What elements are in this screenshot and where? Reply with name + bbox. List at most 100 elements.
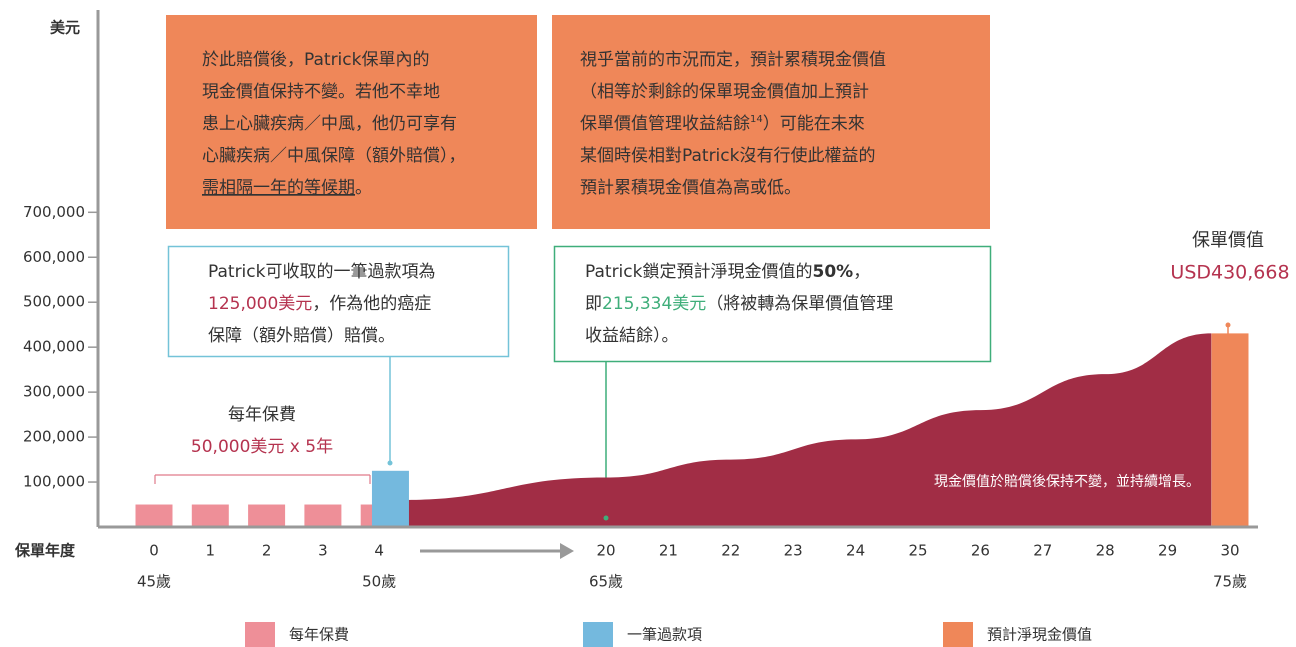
x-tick-label: 27 xyxy=(1033,542,1052,560)
note-line: 某個時侯相對Patrick沒有行使此權益的 xyxy=(580,145,875,166)
note-text: Patrick可收取的一筆過款項為125,000美元，作為他的癌症保障（額外賠償… xyxy=(208,262,435,346)
note-segment: 即 xyxy=(585,294,602,314)
note-box xyxy=(552,15,990,229)
bar xyxy=(191,504,229,527)
note-segment: 預計累積現金價值為高或低。 xyxy=(580,178,801,198)
x-tick-label: 0 xyxy=(149,542,159,560)
note-segment: 某個時侯相對Patrick沒有行使此權益的 xyxy=(580,145,875,166)
note-segment: 14 xyxy=(750,114,763,125)
y-tick-label: 200,000 xyxy=(23,428,85,446)
note-segment: （將被轉為保單價值管理 xyxy=(706,294,893,314)
note-segment: 125,000美元 xyxy=(208,294,312,314)
legend-swatch xyxy=(583,622,613,647)
age-label: 75歲 xyxy=(1213,573,1247,591)
x-tick-label: 24 xyxy=(846,542,865,560)
y-tick-label: 100,000 xyxy=(23,473,85,491)
age-label: 50歲 xyxy=(362,573,396,591)
legend-swatch xyxy=(943,622,973,647)
bar xyxy=(304,504,342,527)
note-text: 於此賠償後，Patrick保單內的現金價值保持不變。若他不幸地患上心臟疾病／中風… xyxy=(202,50,466,198)
note-line: 保單價值管理收益結餘14）可能在未來 xyxy=(580,114,865,135)
note-segment: 視乎當前的市況而定，預計累積現金價值 xyxy=(580,50,886,70)
note-line: 即215,334美元（將被轉為保單價值管理 xyxy=(585,294,893,314)
note-segment: 收益結餘）。 xyxy=(585,326,679,346)
note-segment: 現金價值保持不變。若他不幸地 xyxy=(202,82,440,102)
note-line: 需相隔一年的等候期。 xyxy=(202,178,372,198)
x-tick-label: 22 xyxy=(721,542,740,560)
x-tick-label: 26 xyxy=(971,542,990,560)
note-segment: 保障（額外賠償）賠償。 xyxy=(208,326,395,346)
x-tick-label: 21 xyxy=(659,542,678,560)
note-segment: 保單價值管理收益結餘 xyxy=(580,114,750,134)
note-line: 於此賠償後，Patrick保單內的 xyxy=(202,50,429,70)
legend-label: 一筆過款項 xyxy=(627,626,702,644)
annotation: 現金價值於賠償後保持不變，並持續增長。 xyxy=(934,473,1200,490)
legend-swatch xyxy=(245,622,275,647)
connector-dot xyxy=(1225,322,1231,328)
note-text: Patrick鎖定預計淨現金價值的50%， 即215,334美元（將被轉為保單價值… xyxy=(585,262,893,346)
note-box xyxy=(553,245,992,363)
x-tick-label: 20 xyxy=(596,542,615,560)
axis-break-arrow xyxy=(560,543,574,559)
x-tick-label: 3 xyxy=(318,542,328,560)
note-line: 患上心臟疾病／中風，他仍可享有 xyxy=(202,114,457,134)
bar xyxy=(248,504,286,527)
note-segment: 。 xyxy=(355,178,372,198)
note-segment: Patrick可收取的一筆過款項為 xyxy=(208,262,435,282)
connector-dot xyxy=(603,515,609,521)
y-tick-label: 400,000 xyxy=(23,338,85,356)
note-box xyxy=(167,245,510,358)
note-segment: 於此賠償後，Patrick保單內的 xyxy=(202,50,429,70)
area xyxy=(401,333,1212,527)
y-axis-label: 美元 xyxy=(50,19,80,37)
note-line: 保障（額外賠償）賠償。 xyxy=(208,326,395,346)
age-label: 65歲 xyxy=(589,573,623,591)
annotation: 每年保費 xyxy=(228,405,296,425)
note-segment: ， xyxy=(853,262,870,282)
note-line: 預計累積現金價值為高或低。 xyxy=(580,178,801,198)
x-tick-label: 4 xyxy=(374,542,384,560)
legend-label: 預計淨現金價值 xyxy=(987,626,1092,644)
note-line: （相等於剩餘的保單現金價值加上預計 xyxy=(580,82,869,102)
y-tick-label: 600,000 xyxy=(23,248,85,266)
x-tick-label: 2 xyxy=(262,542,272,560)
note-segment: 需相隔一年的等候期 xyxy=(202,178,355,198)
age-label: 45歲 xyxy=(137,573,171,591)
annotation: 保單價值 xyxy=(1192,230,1264,251)
note-segment: 患上心臟疾病／中風，他仍可享有 xyxy=(202,114,457,134)
annotation: 50,000美元 x 5年 xyxy=(191,437,333,457)
note-segment: 50% xyxy=(812,262,853,282)
bar xyxy=(135,504,173,527)
x-tick-label: 25 xyxy=(908,542,927,560)
note-line: Patrick可收取的一筆過款項為 xyxy=(208,262,435,282)
note-line: Patrick鎖定預計淨現金價值的50%， xyxy=(585,262,870,282)
x-tick-label: 29 xyxy=(1158,542,1177,560)
note-segment: 215,334美元 xyxy=(602,294,706,314)
x-tick-label: 28 xyxy=(1096,542,1115,560)
note-line: 125,000美元，作為他的癌症 xyxy=(208,294,431,314)
note-box xyxy=(166,15,537,229)
note-segment: Patrick鎖定預計淨現金價值的 xyxy=(585,262,812,282)
note-line: 現金價值保持不變。若他不幸地 xyxy=(202,82,440,102)
value-label: USD430,668 xyxy=(1170,262,1289,284)
connector-dot xyxy=(387,460,393,466)
x-tick-label: 23 xyxy=(784,542,803,560)
x-tick-label: 30 xyxy=(1220,542,1239,560)
note-segment: ，作為他的癌症 xyxy=(312,294,431,314)
legend-label: 每年保費 xyxy=(289,626,349,644)
note-text: 視乎當前的市況而定，預計累積現金價值 （相等於剩餘的保單現金價值加上預計保單價值管… xyxy=(580,50,886,198)
bar xyxy=(1211,333,1249,527)
note-line: 心臟疾病／中風保障（額外賠償）， xyxy=(202,146,466,166)
note-line: 視乎當前的市況而定，預計累積現金價值 xyxy=(580,50,886,70)
note-line: 收益結餘）。 xyxy=(585,326,679,346)
note-segment: 心臟疾病／中風保障（額外賠償）， xyxy=(202,146,466,166)
y-tick-label: 300,000 xyxy=(23,383,85,401)
x-tick-label: 1 xyxy=(206,542,216,560)
x-axis-label: 保單年度 xyxy=(14,542,76,560)
note-segment: ）可能在未來 xyxy=(763,114,865,134)
bar xyxy=(371,470,409,527)
note-segment: （相等於剩餘的保單現金價值加上預計 xyxy=(580,82,869,102)
y-tick-label: 500,000 xyxy=(23,293,85,311)
y-tick-label: 700,000 xyxy=(23,203,85,221)
